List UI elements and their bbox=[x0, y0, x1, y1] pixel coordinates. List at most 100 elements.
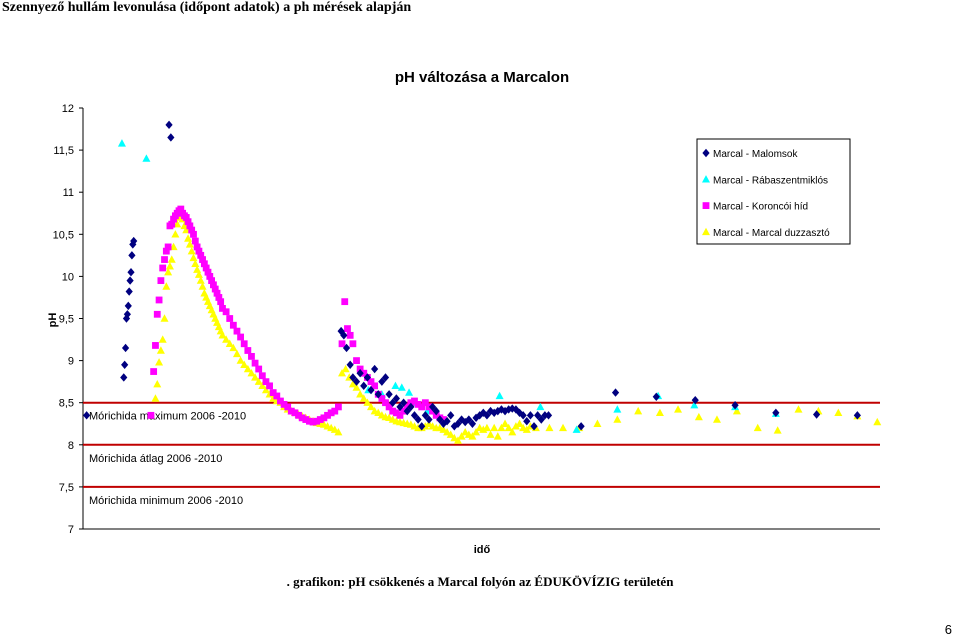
series-2 bbox=[147, 205, 447, 426]
legend-box bbox=[696, 138, 851, 245]
data-point bbox=[519, 411, 527, 420]
data-point bbox=[363, 398, 372, 406]
data-point bbox=[177, 205, 185, 213]
data-point bbox=[313, 417, 321, 425]
y-tick-label: 11 bbox=[63, 187, 74, 199]
data-point bbox=[508, 427, 517, 436]
data-point bbox=[200, 260, 208, 268]
y-tick-label: 7,5 bbox=[59, 482, 74, 494]
data-point bbox=[479, 408, 487, 418]
data-point bbox=[117, 139, 126, 147]
data-point bbox=[127, 267, 135, 277]
data-point bbox=[349, 373, 357, 382]
data-point bbox=[504, 423, 513, 432]
data-point bbox=[465, 415, 473, 424]
data-point bbox=[222, 308, 230, 316]
data-point bbox=[150, 368, 158, 375]
data-point bbox=[753, 423, 762, 432]
data-point bbox=[342, 343, 351, 353]
data-point bbox=[229, 321, 237, 329]
data-point bbox=[371, 364, 379, 374]
chart-title: pH változása a Marcalon bbox=[395, 69, 569, 86]
data-point bbox=[164, 243, 172, 251]
data-point bbox=[222, 335, 231, 343]
data-point bbox=[331, 407, 339, 415]
data-point bbox=[344, 325, 351, 333]
data-point bbox=[732, 406, 741, 415]
data-point bbox=[167, 255, 176, 263]
data-point bbox=[374, 390, 382, 399]
data-point bbox=[280, 400, 288, 408]
data-point bbox=[153, 379, 162, 388]
data-point bbox=[418, 403, 426, 411]
data-point bbox=[440, 416, 447, 423]
data-point bbox=[273, 392, 281, 400]
data-point bbox=[577, 422, 585, 431]
data-point bbox=[468, 432, 477, 440]
data-point bbox=[468, 419, 477, 428]
data-point bbox=[523, 417, 531, 426]
data-point bbox=[537, 415, 545, 424]
data-point bbox=[353, 357, 360, 364]
y-axis-label: pH bbox=[47, 313, 59, 328]
data-point bbox=[352, 383, 361, 391]
data-point bbox=[182, 214, 190, 221]
data-point bbox=[359, 394, 368, 402]
data-point bbox=[472, 427, 481, 436]
data-point bbox=[284, 403, 292, 411]
data-point bbox=[421, 411, 429, 420]
data-point bbox=[202, 264, 210, 272]
data-point bbox=[530, 422, 538, 431]
data-point bbox=[208, 277, 216, 285]
data-point bbox=[392, 409, 400, 417]
data-point bbox=[196, 276, 205, 284]
data-point bbox=[655, 408, 664, 417]
data-point bbox=[121, 360, 129, 370]
data-point bbox=[190, 230, 197, 238]
data-point bbox=[436, 415, 444, 424]
data-point bbox=[476, 411, 484, 420]
data-point bbox=[254, 377, 263, 385]
data-point bbox=[324, 411, 331, 419]
data-point bbox=[712, 415, 721, 423]
data-point bbox=[382, 399, 389, 407]
data-point bbox=[356, 365, 364, 373]
data-point bbox=[352, 377, 361, 386]
data-point bbox=[243, 364, 252, 373]
y-tick-label: 11,5 bbox=[53, 145, 74, 157]
data-point bbox=[302, 416, 310, 423]
data-point bbox=[392, 394, 400, 403]
data-point bbox=[497, 423, 506, 432]
data-point bbox=[652, 392, 660, 402]
data-point bbox=[483, 411, 491, 420]
data-point bbox=[346, 360, 354, 370]
data-point bbox=[773, 426, 782, 434]
reference-line-label: Mórichida átlag 2006 -2010 bbox=[89, 453, 222, 465]
data-point bbox=[165, 120, 173, 130]
data-point bbox=[338, 340, 346, 348]
data-point bbox=[873, 417, 882, 426]
data-point bbox=[169, 242, 178, 251]
data-point bbox=[320, 414, 328, 422]
data-point bbox=[512, 405, 520, 414]
data-point bbox=[335, 403, 342, 411]
data-point bbox=[298, 414, 306, 422]
data-point bbox=[164, 267, 173, 276]
data-point bbox=[486, 430, 495, 438]
data-point bbox=[126, 276, 134, 285]
data-point bbox=[432, 411, 440, 419]
data-point bbox=[348, 379, 357, 388]
data-point bbox=[189, 253, 198, 262]
data-point bbox=[731, 401, 739, 410]
data-point bbox=[123, 310, 131, 319]
y-tick-label: 10 bbox=[62, 271, 74, 283]
data-point bbox=[191, 259, 200, 267]
data-point bbox=[316, 416, 324, 423]
data-point bbox=[794, 405, 803, 413]
data-point bbox=[160, 314, 169, 322]
data-point bbox=[363, 373, 371, 382]
data-point bbox=[128, 251, 136, 260]
y-tick-label: 9 bbox=[68, 356, 74, 368]
data-point bbox=[287, 407, 295, 415]
data-point bbox=[147, 411, 155, 419]
